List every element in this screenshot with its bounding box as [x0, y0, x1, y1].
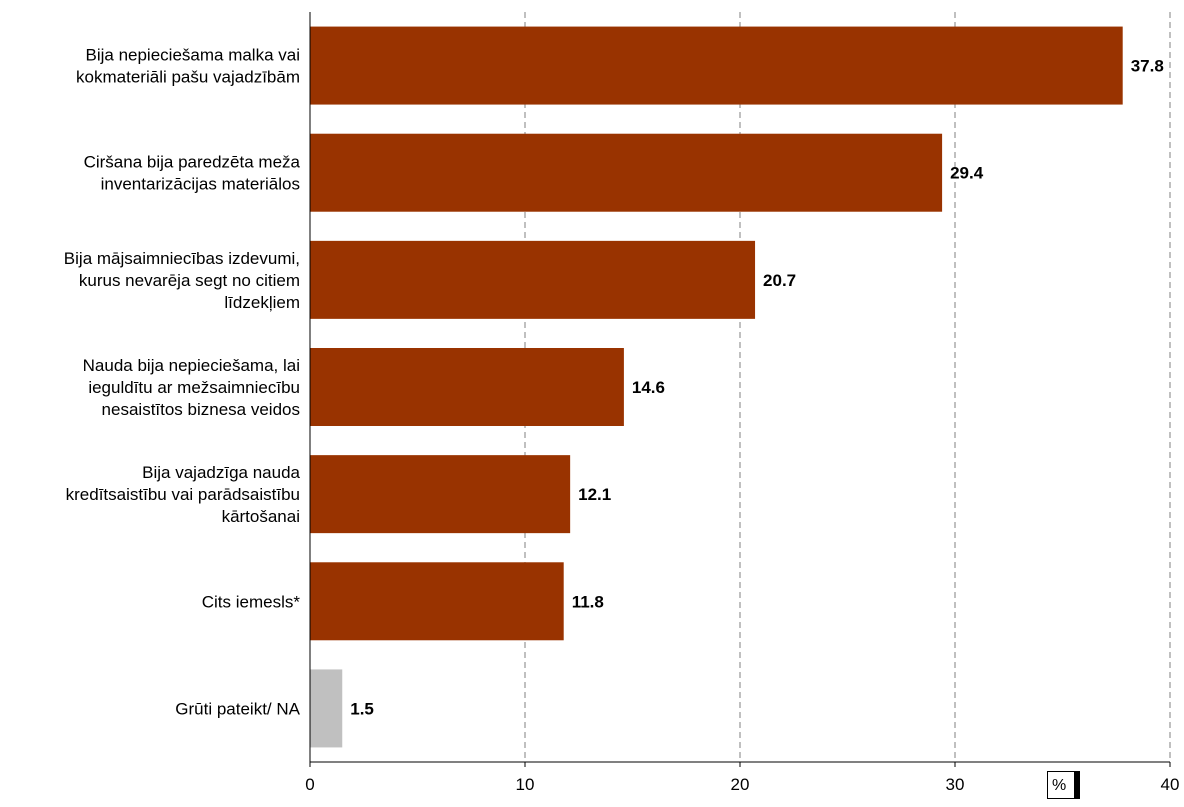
unit-marker: [1074, 771, 1080, 799]
value-label-6: 1.5: [350, 699, 374, 718]
bar-6: [310, 669, 343, 748]
unit-label: %: [1052, 777, 1067, 794]
category-label-6: Grūti pateikt/ NA: [175, 699, 300, 718]
bar-1: [310, 133, 943, 212]
category-label-line: kokmateriāli pašu vajadzībām: [76, 68, 300, 87]
category-label-line: kārtošanai: [222, 507, 300, 526]
category-label-line: kurus nevarēja segt no citiem: [79, 271, 300, 290]
category-label-line: ieguldītu ar mežsaimniecību: [88, 378, 300, 397]
bar-0: [310, 26, 1123, 105]
x-tick-label-40: 40: [1161, 775, 1180, 794]
value-label-2: 20.7: [763, 271, 796, 290]
bar-5: [310, 562, 564, 641]
category-label-line: Grūti pateikt/ NA: [175, 699, 300, 718]
bar-4: [310, 455, 571, 534]
category-label-line: līdzekļiem: [224, 293, 300, 312]
x-tick-label-20: 20: [731, 775, 750, 794]
bar-2: [310, 240, 756, 319]
category-label-3: Nauda bija nepieciešama, lai ieguldītu ar…: [83, 356, 300, 419]
value-label-1: 29.4: [950, 164, 984, 183]
category-label-line: nesaistītos biznesa veidos: [102, 400, 300, 419]
category-label-2: Bija mājsaimniecības izdevumi, kurus neva…: [64, 249, 300, 312]
value-label-3: 14.6: [632, 378, 665, 397]
category-label-line: Bija mājsaimniecības izdevumi,: [64, 249, 300, 268]
category-label-line: Bija vajadzīga nauda: [142, 463, 300, 482]
x-tick-label-10: 10: [516, 775, 535, 794]
category-label-line: Ciršana bija paredzēta meža: [84, 153, 301, 172]
value-label-4: 12.1: [578, 485, 611, 504]
category-label-line: Bija nepieciešama malka vai: [86, 46, 301, 65]
category-label-0: Bija nepieciešama malka vai kokmateriāli …: [76, 46, 300, 87]
unit-box: %: [1047, 771, 1075, 799]
x-tick-label-30: 30: [946, 775, 965, 794]
x-tick-label-0: 0: [305, 775, 314, 794]
category-label-line: inventarizācijas materiālos: [101, 175, 300, 194]
category-label-line: Nauda bija nepieciešama, lai: [83, 356, 300, 375]
category-label-5: Cits iemesls*: [202, 592, 301, 611]
category-label-1: Ciršana bija paredzēta meža inventarizāci…: [84, 153, 301, 194]
bar-3: [310, 348, 624, 426]
category-label-line: Cits iemesls*: [202, 592, 301, 611]
category-label-line: kredītsaistību vai parādsaistību: [66, 485, 300, 504]
value-label-5: 11.8: [572, 592, 604, 611]
value-label-0: 37.8: [1131, 57, 1164, 76]
category-label-4: Bija vajadzīga nauda kredītsaistību vai p…: [66, 463, 301, 526]
